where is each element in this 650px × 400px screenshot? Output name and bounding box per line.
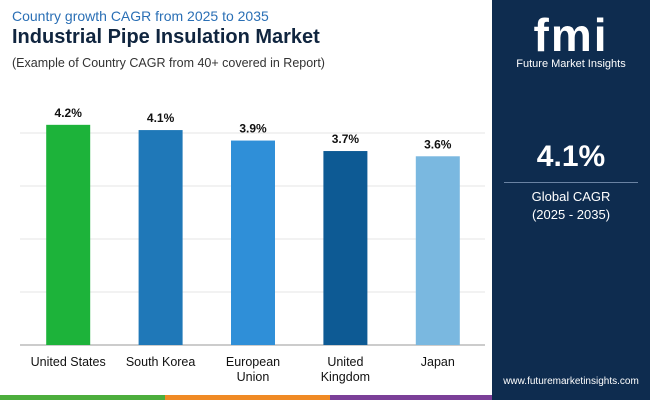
x-tick-label: European Union bbox=[225, 355, 281, 384]
website: www.futuremarketinsights.com bbox=[503, 376, 639, 387]
x-tick-label: United Kingdom bbox=[320, 355, 371, 384]
logo: fmi bbox=[533, 9, 609, 61]
footer-strip bbox=[330, 395, 492, 400]
brand: Future Market Insights bbox=[516, 58, 626, 70]
footer-strip bbox=[0, 395, 165, 400]
value-label: 4.1% bbox=[147, 111, 175, 125]
sidebar: fmi Future Market Insights 4.1% Global C… bbox=[492, 0, 650, 400]
global-cagr: 4.1% bbox=[536, 140, 606, 173]
value-label: 3.7% bbox=[332, 132, 360, 146]
footer-strip bbox=[165, 395, 330, 400]
x-tick-label: South Korea bbox=[125, 355, 196, 369]
chart-subtitle: (Example of Country CAGR from 40+ covere… bbox=[12, 56, 325, 70]
x-tick-label: Japan bbox=[420, 355, 455, 369]
value-label: 4.2% bbox=[55, 106, 83, 120]
bar bbox=[231, 140, 275, 345]
bar bbox=[415, 156, 460, 345]
kicker: Country growth CAGR from 2025 to 2035 bbox=[12, 8, 269, 24]
value-label: 3.9% bbox=[239, 122, 267, 136]
bar bbox=[46, 124, 91, 346]
cagr-label: Global CAGR bbox=[531, 189, 611, 204]
cagr-period: (2025 - 2035) bbox=[531, 207, 611, 222]
bar bbox=[138, 130, 183, 345]
chart-title: Industrial Pipe Insulation Market bbox=[12, 26, 320, 48]
x-tick-label: United States bbox=[30, 355, 106, 369]
divider bbox=[504, 182, 638, 183]
bar bbox=[323, 151, 368, 345]
value-label: 3.6% bbox=[424, 137, 452, 151]
